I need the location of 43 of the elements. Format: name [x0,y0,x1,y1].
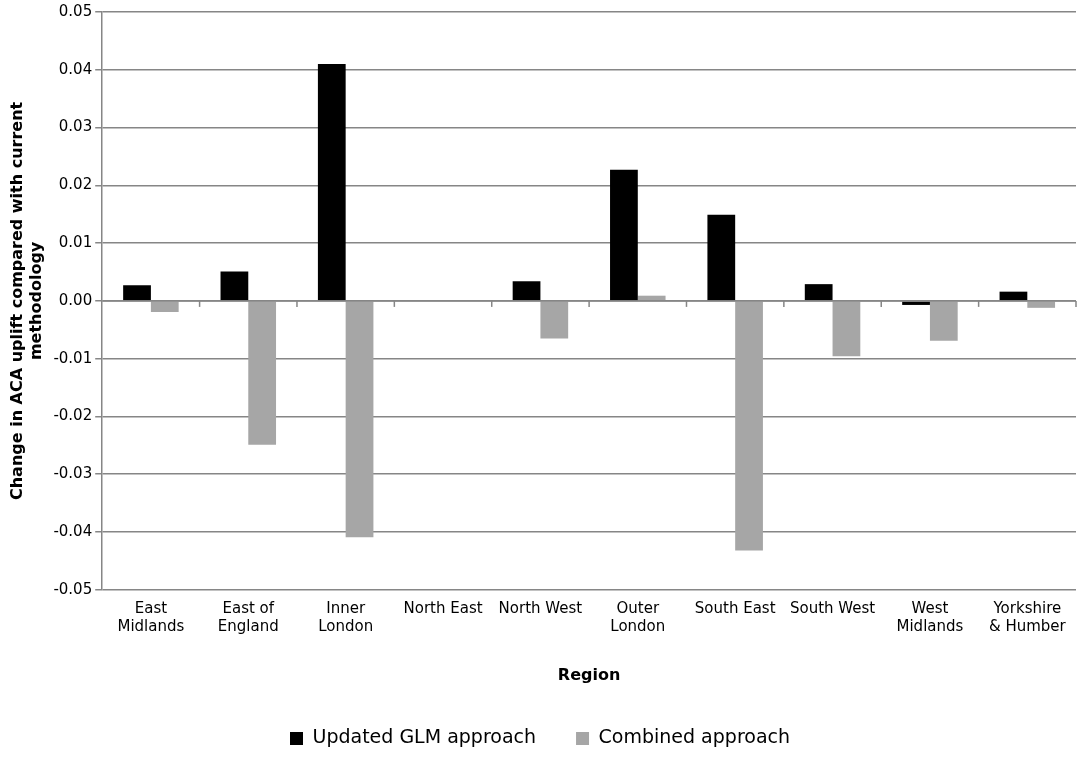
y-tick-label: 0.04 [58,59,93,78]
y-tick-label: -0.01 [53,348,93,367]
bar [707,214,736,301]
bar [540,301,569,339]
bar [929,301,958,341]
y-tick-label: -0.04 [53,521,93,540]
bar [317,64,346,301]
x-axis-title: Region [557,664,621,684]
bar [804,284,833,301]
x-tick-label: South West [789,598,876,617]
y-tick-label: 0.01 [58,233,93,252]
y-tick-label: 0.03 [58,117,93,136]
legend-label: Combined approach [598,725,791,748]
y-tick-label: -0.03 [53,464,93,483]
bar [220,271,249,301]
x-tick-label: East of England [217,598,279,635]
bar [610,169,638,301]
bar [999,291,1028,301]
x-tick-label: Outer London [610,598,666,635]
bar [150,301,179,312]
bar [123,285,151,301]
y-tick-label: 0.02 [58,175,93,194]
bar [637,295,666,301]
x-tick-label: South East [694,598,776,617]
legend-label: Updated GLM approach [312,725,537,748]
y-tick-label: -0.02 [53,406,93,425]
y-axis-title: Change in ACA uplift compared with current methodology [6,101,45,501]
bar [832,301,861,357]
x-tick-label: North East [403,598,483,617]
y-tick-label: 0.00 [58,290,93,309]
bar [512,281,541,301]
bar [902,301,930,305]
x-tick-label: Inner London [318,598,374,635]
x-tick-label: Yorkshire & Humber [988,598,1067,635]
y-tick-label: 0.05 [58,1,93,20]
bar [735,301,763,551]
bar [1027,301,1056,308]
bar [345,301,374,538]
x-tick-label: East Midlands [117,598,185,635]
y-tick-label: -0.05 [53,579,93,598]
x-tick-label: North West [498,598,583,617]
x-tick-label: West Midlands [896,598,964,635]
bar [248,301,277,445]
